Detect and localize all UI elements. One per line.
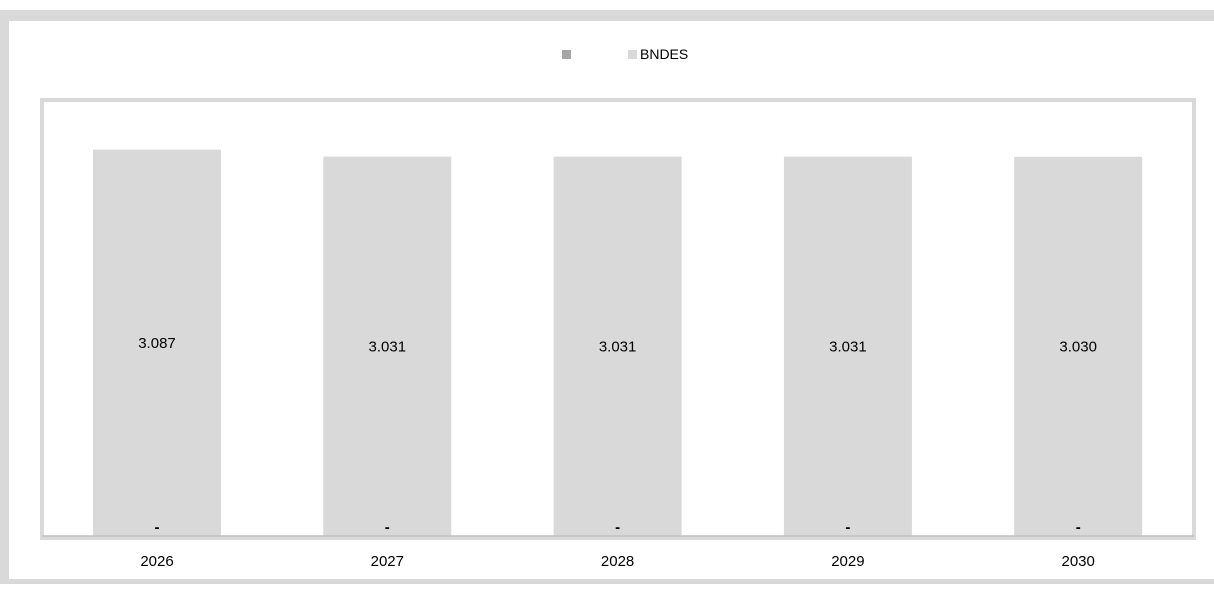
outer-frame-bottom [0, 579, 1214, 584]
x-axis-tick-labels: 2026 2027 2028 2029 2030 [140, 553, 1095, 570]
x-tick-label-2027: 2027 [371, 553, 404, 570]
zero-label-2030: - [1076, 519, 1081, 536]
zero-label-2028: - [615, 519, 620, 536]
outer-frame-top [0, 10, 1214, 21]
bar-2027 [323, 156, 452, 537]
bar-2030 [1014, 156, 1143, 536]
x-tick-label-2029: 2029 [831, 553, 864, 570]
zero-label-2026: - [155, 519, 160, 536]
legend-label-bndes: BNDES [640, 46, 688, 62]
legend-swatch-series-1 [562, 50, 571, 59]
bar-2029 [783, 156, 912, 537]
outer-frame-left [0, 10, 9, 584]
bar-2028 [553, 156, 682, 537]
value-label-2027: 3.031 [369, 338, 407, 355]
legend-swatch-bndes [628, 50, 637, 59]
x-tick-label-2028: 2028 [601, 553, 634, 570]
bars [93, 149, 1143, 537]
plot-area-border [40, 98, 1196, 540]
zero-label-2027: - [385, 519, 390, 536]
value-label-2026: 3.087 [138, 335, 176, 352]
value-label-2030: 3.030 [1059, 338, 1097, 355]
bar-2026 [93, 149, 221, 537]
value-label-2029: 3.031 [829, 338, 867, 355]
x-tick-label-2030: 2030 [1062, 553, 1095, 570]
legend: BNDES [562, 46, 688, 62]
value-label-2028: 3.031 [599, 338, 637, 355]
zero-label-2029: - [845, 519, 850, 536]
value-labels: 3.087 3.031 3.031 3.031 3.030 [138, 335, 1097, 356]
x-tick-label-2026: 2026 [140, 553, 173, 570]
zero-labels: ----- [155, 519, 1081, 536]
